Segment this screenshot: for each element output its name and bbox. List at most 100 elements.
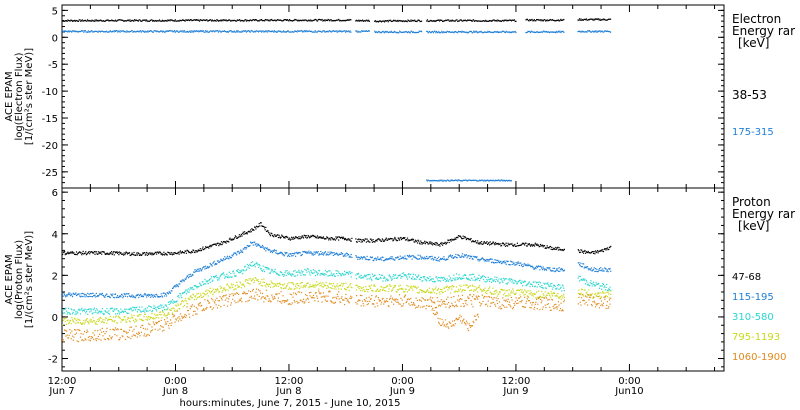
data-point [110, 293, 112, 295]
data-point [65, 317, 67, 319]
data-point [301, 30, 303, 32]
data-point [498, 278, 500, 280]
data-point [236, 19, 238, 21]
data-point [185, 278, 187, 281]
data-point [122, 311, 125, 313]
data-point [211, 20, 213, 22]
data-point [523, 243, 525, 245]
data-point [549, 31, 551, 33]
data-point [100, 317, 102, 319]
data-point [493, 279, 495, 281]
data-point [85, 294, 88, 296]
data-point [211, 244, 213, 246]
data-point [538, 281, 540, 283]
data-point [412, 255, 415, 257]
data-point [278, 19, 280, 21]
data-point [494, 276, 496, 278]
data-point [143, 335, 145, 337]
data-point [495, 243, 497, 245]
data-point [506, 283, 509, 285]
data-point [430, 291, 432, 293]
data-point [381, 289, 383, 291]
data-point [248, 230, 250, 233]
data-point [495, 19, 497, 22]
data-point [434, 256, 436, 259]
data-point [503, 180, 505, 182]
data-point [121, 318, 123, 321]
data-point [302, 237, 305, 239]
data-point [73, 336, 75, 338]
data-point [438, 243, 440, 246]
data-point [158, 305, 160, 307]
data-point [179, 251, 181, 253]
data-point [478, 242, 480, 244]
data-point [81, 30, 83, 32]
data-point [215, 244, 217, 246]
data-point [387, 279, 389, 281]
data-point [597, 270, 599, 273]
data-point [231, 31, 233, 33]
data-point [438, 276, 440, 279]
data-point [206, 246, 208, 248]
data-point [522, 242, 524, 245]
data-point [201, 281, 203, 283]
data-point [218, 291, 221, 293]
data-point [170, 30, 172, 32]
data-point [583, 250, 585, 252]
data-point [439, 179, 441, 181]
data-point [393, 239, 395, 241]
data-point [375, 290, 377, 292]
data-point [191, 251, 193, 253]
data-point [304, 30, 306, 32]
data-point [238, 19, 240, 21]
data-point [518, 262, 520, 264]
data-point [254, 226, 256, 228]
data-point [136, 336, 139, 338]
data-point [288, 253, 290, 255]
data-point [94, 253, 96, 255]
data-point [122, 336, 124, 338]
data-point [479, 31, 481, 33]
data-point [135, 295, 137, 297]
data-point [211, 265, 213, 267]
data-point [181, 293, 184, 295]
data-point [372, 290, 374, 292]
data-point [285, 253, 287, 255]
data-point [199, 30, 201, 32]
data-point [502, 294, 505, 296]
data-point [558, 20, 560, 22]
data-point [596, 268, 598, 270]
data-point [253, 241, 256, 243]
data-point [278, 274, 280, 276]
data-point [363, 288, 365, 291]
data-point [373, 240, 375, 243]
data-point [93, 295, 95, 297]
data-point [278, 252, 280, 255]
data-point [106, 253, 108, 255]
data-point [440, 280, 442, 282]
data-point [608, 248, 610, 250]
data-point [483, 289, 485, 292]
data-point [547, 20, 549, 22]
data-point [121, 310, 123, 312]
data-point [485, 20, 488, 22]
data-point [245, 30, 247, 32]
data-point [225, 275, 227, 278]
data-point [211, 30, 213, 32]
data-point [287, 273, 289, 275]
data-point [598, 250, 601, 252]
data-point [512, 31, 514, 33]
data-point [539, 285, 541, 288]
data-point [402, 31, 404, 33]
data-point [138, 19, 140, 21]
data-point [186, 31, 188, 33]
series [62, 276, 612, 326]
data-point [504, 292, 506, 294]
data-point [248, 278, 250, 280]
data-point [83, 340, 85, 342]
data-point [475, 257, 477, 259]
data-point [430, 179, 432, 182]
data-point [405, 20, 407, 22]
data-point [400, 287, 403, 289]
data-point [389, 31, 391, 33]
